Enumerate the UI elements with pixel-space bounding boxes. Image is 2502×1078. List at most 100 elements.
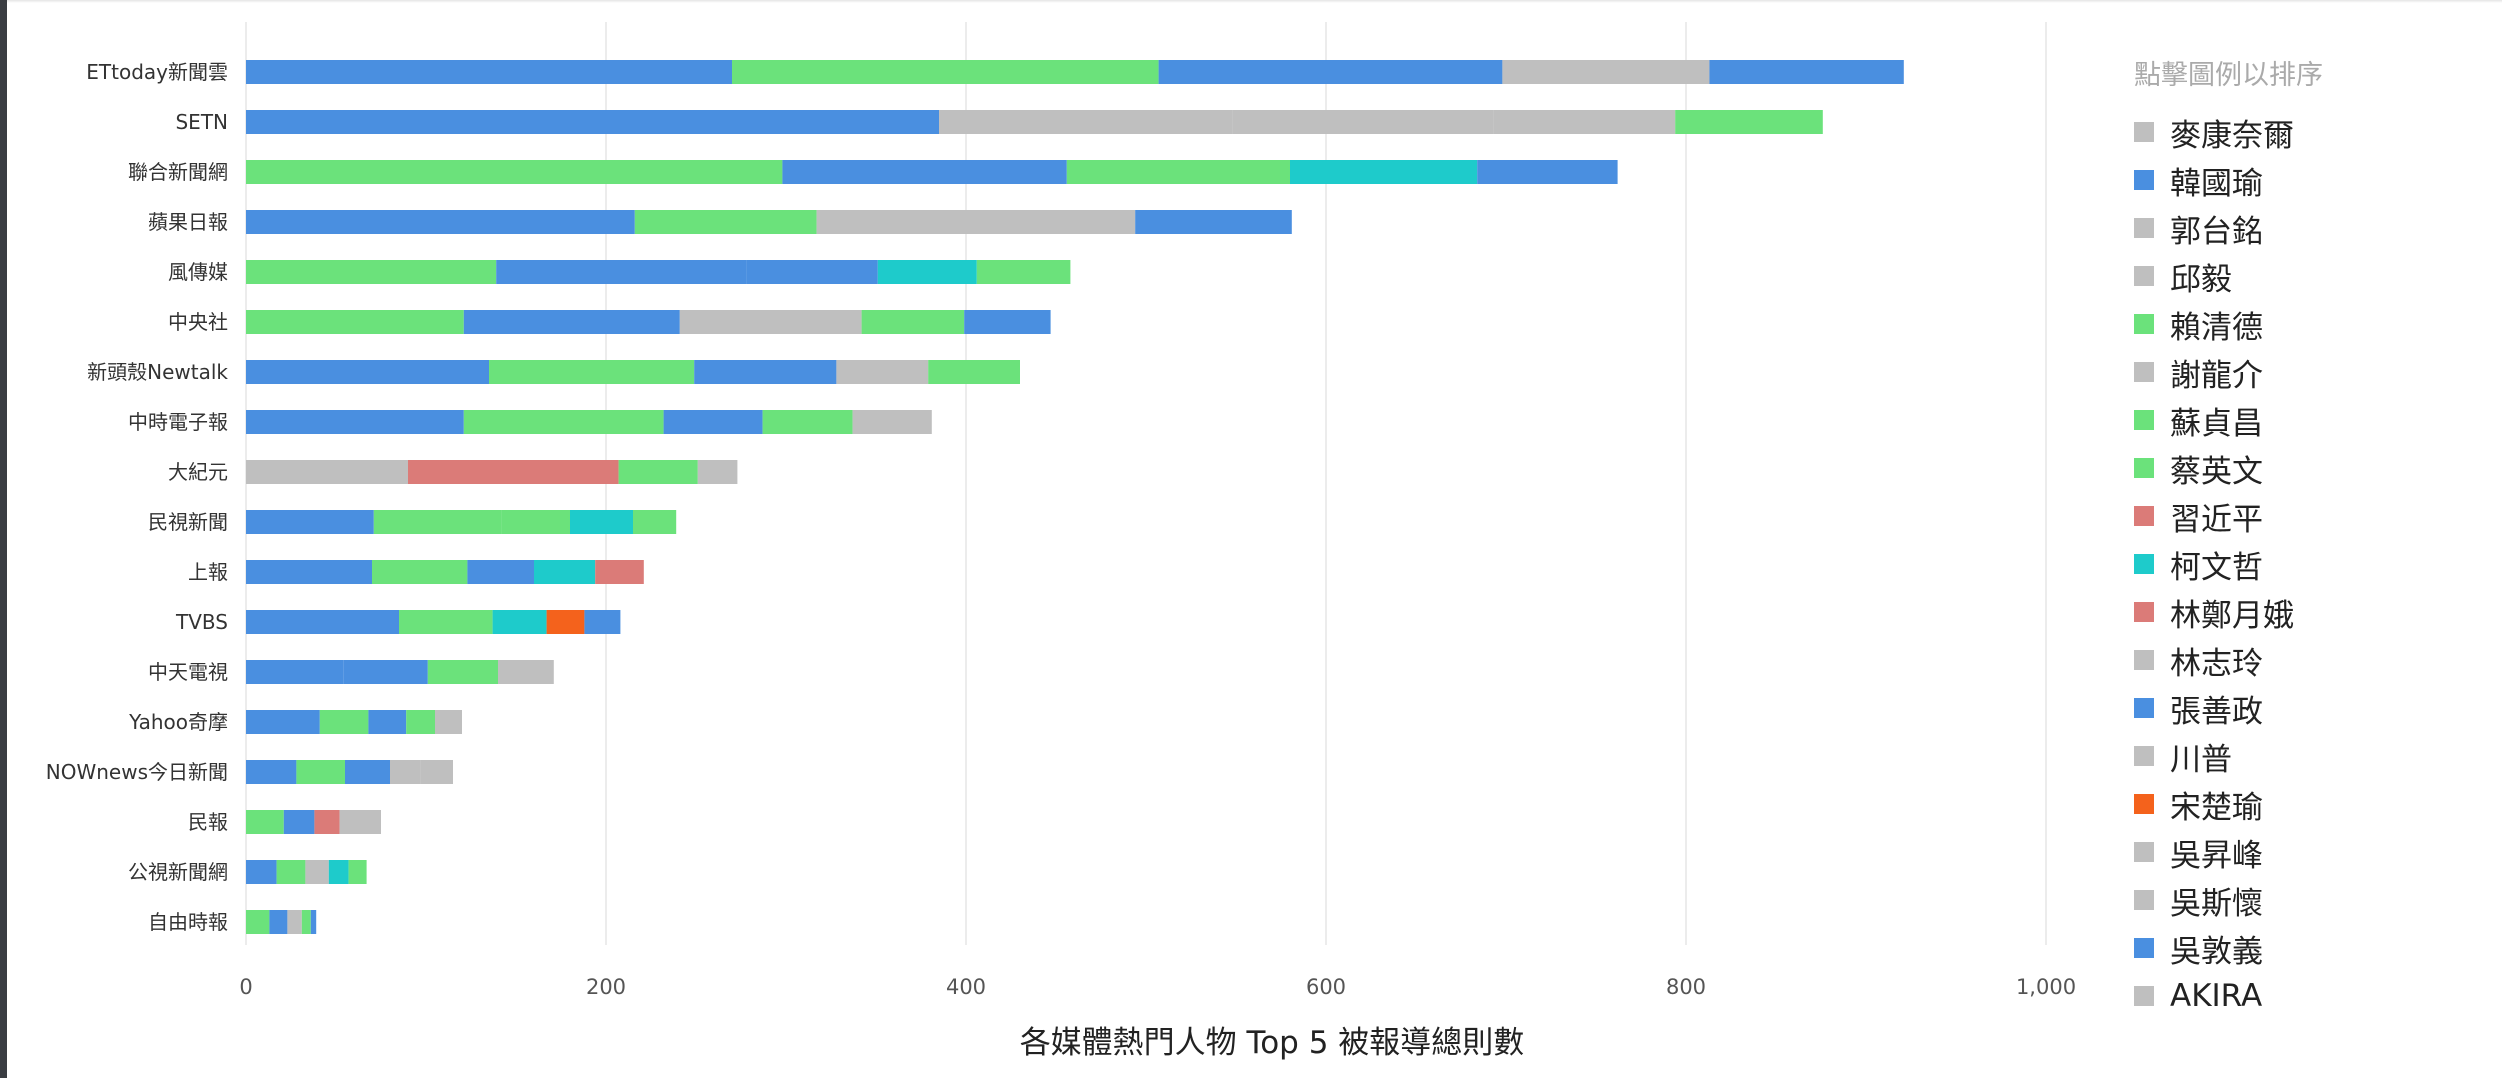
bar-segment[interactable]: 聯合新聞網 蔡英文: 298 <box>246 160 783 184</box>
bar-segment[interactable]: 中天電視 郭台銘: 31 <box>498 660 554 684</box>
bar-segment[interactable]: 新頭殼Newtalk 蔡英文: 51 <box>928 360 1020 384</box>
bar-segment[interactable]: Yahoo奇摩 韓國瑜: 41 <box>246 710 320 734</box>
legend-item[interactable]: 張善政 <box>2134 684 2474 732</box>
bar-segment[interactable]: 中央社 郭台銘: 101 <box>679 310 862 334</box>
bar-segment[interactable]: 中央社 蔡英文: 57 <box>861 310 965 334</box>
bar-segment[interactable]: TVBS 宋楚瑜: 21 <box>546 610 585 634</box>
bar-segment[interactable]: 公視新聞網 韓國瑜: 17 <box>246 860 277 884</box>
legend-item[interactable]: 賴清德 <box>2134 300 2474 348</box>
bar-segment[interactable]: TVBS 韓國瑜: 85 <box>246 610 399 634</box>
bar-segment[interactable]: Yahoo奇摩 韓國瑜: 21 <box>368 710 407 734</box>
bar-segment[interactable]: 蘋果日報 韓國瑜: 87 <box>1135 210 1292 234</box>
bar-segment[interactable]: TVBS 蔡英文: 52 <box>399 610 493 634</box>
legend-item[interactable]: 謝龍介 <box>2134 348 2474 396</box>
bar-segment[interactable]: 中時電子報 韓國瑜: 121 <box>246 410 464 434</box>
legend-item[interactable]: 邱毅 <box>2134 252 2474 300</box>
bar-segment[interactable]: 民視新聞 韓國瑜: 71 <box>246 510 374 534</box>
bar-segment[interactable]: 風傳媒 蔡英文: 52 <box>976 260 1071 284</box>
bar-segment[interactable]: NOWnews今日新聞 郭台銘: 17 <box>390 760 421 784</box>
legend-item[interactable]: 宋楚瑜 <box>2134 780 2474 828</box>
bar-segment[interactable]: 風傳媒 韓國瑜: 73 <box>746 260 878 284</box>
bar-segment[interactable]: ETtoday新聞雲 韓國瑜: 191 <box>1158 60 1503 84</box>
bar-segment[interactable]: 中天電視 韓國瑜: 54 <box>246 660 344 684</box>
bar-segment[interactable]: 民報 習近平: 14 <box>314 810 340 834</box>
legend-item[interactable]: 吳昇峰 <box>2134 828 2474 876</box>
bar-segment[interactable]: 民報 韓國瑜: 17 <box>283 810 315 834</box>
bar-segment[interactable]: 中天電視 韓國瑜: 47 <box>343 660 428 684</box>
bar-segment[interactable]: NOWnews今日新聞 韓國瑜: 28 <box>246 760 297 784</box>
legend-title[interactable]: 點擊圖例以排序 <box>2134 60 2323 91</box>
legend-item[interactable]: 川普 <box>2134 732 2474 780</box>
bar-segment[interactable]: 中時電子報 蔡英文: 111 <box>463 410 664 434</box>
legend-item[interactable]: AKIRA <box>2134 972 2474 1020</box>
bar-segment[interactable]: 新頭殼Newtalk 郭台銘: 51 <box>836 360 929 384</box>
bar-segment[interactable]: 大紀元 蔡英文: 44 <box>618 460 698 484</box>
legend-item[interactable]: 吳敦義 <box>2134 924 2474 972</box>
legend-item[interactable]: 郭台銘 <box>2134 204 2474 252</box>
bar-segment[interactable]: SETN 韓國瑜: 385 <box>246 110 939 134</box>
bar-segment[interactable]: 民報 郭台銘: 23 <box>339 810 381 834</box>
bar-segment[interactable]: 自由時報 蔡英文: 13 <box>246 910 270 934</box>
bar-segment[interactable]: 聯合新聞網 韓國瑜: 78 <box>1477 160 1618 184</box>
legend-item[interactable]: 林鄭月娥 <box>2134 588 2474 636</box>
legend-item[interactable]: 蘇貞昌 <box>2134 396 2474 444</box>
bar-segment[interactable]: 中時電子報 韓國瑜: 55 <box>663 410 763 434</box>
bar-segment[interactable]: 上報 韓國瑜: 37 <box>467 560 534 584</box>
legend-item[interactable]: 習近平 <box>2134 492 2474 540</box>
bar-segment[interactable]: 中央社 韓國瑜: 120 <box>463 310 680 334</box>
bar-segment[interactable]: NOWnews今日新聞 韓國瑜: 25 <box>345 760 390 784</box>
bar-segment[interactable]: 蘋果日報 蔡英文: 101 <box>634 210 817 234</box>
bar-segment[interactable]: 民視新聞 柯文哲: 35 <box>570 510 633 534</box>
bar-segment[interactable]: 聯合新聞網 韓國瑜: 158 <box>782 160 1067 184</box>
bar-segment[interactable]: 上報 韓國瑜: 70 <box>246 560 372 584</box>
bar-segment[interactable]: SETN 郭台銘: 145 <box>1232 110 1494 134</box>
bar-segment[interactable]: 聯合新聞網 蔡英文: 124 <box>1066 160 1290 184</box>
bar-segment[interactable]: 蘋果日報 韓國瑜: 216 <box>246 210 635 234</box>
bar-segment[interactable]: 中時電子報 蔡英文: 50 <box>762 410 853 434</box>
bar-segment[interactable]: NOWnews今日新聞 郭台銘: 18 <box>420 760 453 784</box>
bar-segment[interactable]: 上報 習近平: 27 <box>595 560 644 584</box>
bar-segment[interactable]: 上報 蔡英文: 53 <box>372 560 468 584</box>
bar-segment[interactable]: SETN 蔡英文: 82 <box>1675 110 1823 134</box>
bar-segment[interactable]: Yahoo奇摩 郭台銘: 15 <box>435 710 462 734</box>
bar-segment[interactable]: SETN 郭台銘: 163 <box>939 110 1233 134</box>
bar-segment[interactable]: 民報 蔡英文: 21 <box>246 810 284 834</box>
bar-segment[interactable]: Yahoo奇摩 蔡英文: 16 <box>406 710 435 734</box>
bar-segment[interactable]: SETN 郭台銘: 101 <box>1493 110 1676 134</box>
bar-segment[interactable]: TVBS 柯文哲: 30 <box>492 610 547 634</box>
bar-segment[interactable]: TVBS 韓國瑜: 20 <box>584 610 621 634</box>
legend-item[interactable]: 柯文哲 <box>2134 540 2474 588</box>
bar-segment[interactable]: NOWnews今日新聞 蔡英文: 27 <box>296 760 345 784</box>
bar-segment[interactable]: 中天電視 蔡英文: 39 <box>427 660 498 684</box>
bar-segment[interactable]: 中央社 韓國瑜: 48 <box>964 310 1051 334</box>
bar-segment[interactable]: 新頭殼Newtalk 韓國瑜: 79 <box>694 360 837 384</box>
bar-segment[interactable]: 自由時報 郭台銘: 8 <box>287 910 302 934</box>
bar-segment[interactable]: 上報 柯文哲: 34 <box>534 560 596 584</box>
legend-item[interactable]: 麥康奈爾 <box>2134 108 2474 156</box>
bar-segment[interactable]: 風傳媒 蔡英文: 139 <box>246 260 497 284</box>
bar-segment[interactable]: 中時電子報 郭台銘: 44 <box>852 410 932 434</box>
bar-segment[interactable]: 大紀元 郭台銘: 22 <box>697 460 738 484</box>
bar-segment[interactable]: 公視新聞網 郭台銘: 13 <box>305 860 329 884</box>
bar-segment[interactable]: 自由時報 韓國瑜: 3 <box>310 910 317 934</box>
bar-segment[interactable]: 公視新聞網 蔡英文: 10 <box>348 860 367 884</box>
bar-segment[interactable]: 自由時報 韓國瑜: 10 <box>269 910 288 934</box>
bar-segment[interactable]: 風傳媒 柯文哲: 55 <box>877 260 977 284</box>
bar-segment[interactable]: ETtoday新聞雲 郭台銘: 115 <box>1502 60 1710 84</box>
bar-segment[interactable]: 自由時報 蔡英文: 5 <box>301 910 311 934</box>
bar-segment[interactable]: 風傳媒 韓國瑜: 139 <box>496 260 747 284</box>
bar-segment[interactable]: 大紀元 習近平: 117 <box>408 460 619 484</box>
legend-item[interactable]: 林志玲 <box>2134 636 2474 684</box>
bar-segment[interactable]: 蘋果日報 郭台銘: 177 <box>816 210 1136 234</box>
bar-segment[interactable]: 公視新聞網 蔡英文: 16 <box>276 860 306 884</box>
bar-segment[interactable]: 中央社 蔡英文: 121 <box>246 310 464 334</box>
bar-segment[interactable]: 公視新聞網 柯文哲: 11 <box>328 860 349 884</box>
legend-item[interactable]: 吳斯懷 <box>2134 876 2474 924</box>
bar-segment[interactable]: 大紀元 郭台銘: 90 <box>246 460 408 484</box>
legend-item[interactable]: 韓國瑜 <box>2134 156 2474 204</box>
bar-segment[interactable]: 聯合新聞網 柯文哲: 104 <box>1290 160 1478 184</box>
bar-segment[interactable]: ETtoday新聞雲 韓國瑜: 270 <box>246 60 732 84</box>
bar-segment[interactable]: 新頭殼Newtalk 蔡英文: 114 <box>489 360 695 384</box>
bar-segment[interactable]: 新頭殼Newtalk 韓國瑜: 135 <box>246 360 489 384</box>
bar-segment[interactable]: 民視新聞 蔡英文: 38 <box>501 510 570 534</box>
